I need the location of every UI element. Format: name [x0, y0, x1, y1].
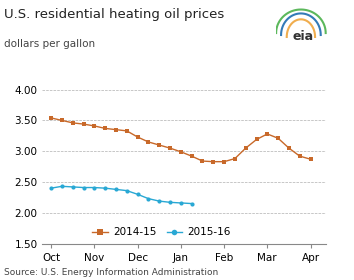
Legend: 2014-15, 2015-16: 2014-15, 2015-16: [88, 223, 235, 241]
Text: dollars per gallon: dollars per gallon: [4, 39, 95, 49]
Text: U.S. residential heating oil prices: U.S. residential heating oil prices: [4, 8, 224, 21]
Text: Source: U.S. Energy Information Administration: Source: U.S. Energy Information Administ…: [4, 268, 218, 277]
Text: eia: eia: [292, 30, 314, 43]
